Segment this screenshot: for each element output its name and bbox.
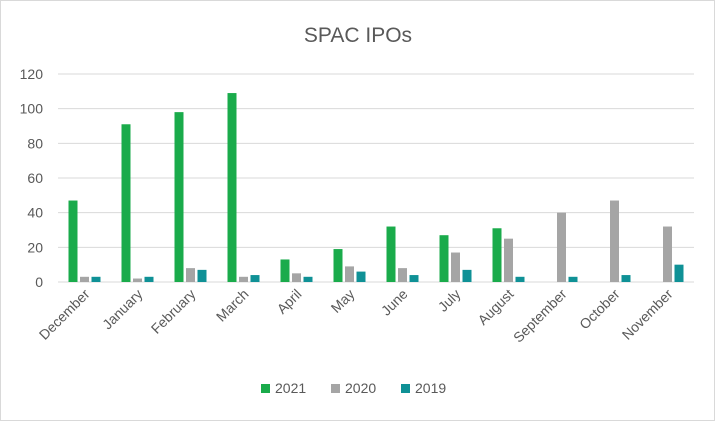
bar-2020-july [451, 252, 460, 282]
bar-2021-june [386, 226, 396, 282]
legend-swatch-2019 [401, 384, 410, 393]
bar-2019-march [250, 275, 260, 282]
bar-2019-june [409, 275, 419, 282]
x-tick-label: April [273, 286, 304, 317]
legend-swatch-2021 [261, 384, 270, 393]
x-axis-ticks: December January February March April May June… [36, 286, 676, 346]
x-tick-label: February [148, 286, 199, 337]
legend-swatch-2020 [331, 384, 340, 393]
bar-2019-september [568, 276, 578, 282]
bar-2020-april [292, 273, 301, 282]
x-tick-label: June [378, 286, 411, 319]
bars [68, 93, 684, 283]
y-axis-ticks: 0 20 40 60 80 100 120 [20, 66, 44, 290]
legend-label-2019: 2019 [415, 380, 446, 396]
bar-2020-september [557, 212, 566, 282]
x-tick-label: August [474, 286, 516, 328]
bar-2021-february [174, 112, 184, 282]
legend: 2021 2020 2019 [261, 380, 446, 396]
legend-label-2021: 2021 [275, 380, 306, 396]
y-tick-label: 0 [35, 274, 43, 290]
y-tick-label: 100 [20, 101, 44, 117]
y-tick-label: 60 [27, 170, 43, 186]
bar-2021-july [439, 235, 449, 282]
x-tick-label: March [213, 286, 252, 325]
bar-2020-may [345, 266, 354, 282]
bar-2020-december [80, 276, 89, 282]
x-tick-label: November [619, 286, 676, 343]
bar-2021-december [68, 200, 78, 282]
bar-2020-november [663, 226, 672, 282]
bar-2019-november [674, 264, 684, 282]
y-tick-label: 120 [20, 66, 44, 82]
legend-label-2020: 2020 [345, 380, 376, 396]
bar-2021-may [333, 249, 343, 282]
x-tick-label: September [510, 286, 570, 346]
bar-2021-april [280, 259, 290, 282]
bar-2019-may [356, 271, 366, 282]
gridlines [58, 73, 694, 283]
bar-2020-august [504, 238, 513, 282]
bar-2019-february [197, 269, 207, 282]
x-tick-label: October [576, 286, 623, 333]
bar-2021-march [227, 93, 237, 282]
bar-2019-july [462, 269, 472, 282]
y-tick-label: 20 [27, 239, 43, 255]
bar-2020-october [610, 200, 619, 282]
y-tick-label: 80 [27, 135, 43, 151]
bar-2019-october [621, 275, 631, 282]
bar-2020-february [186, 268, 195, 282]
x-tick-label: January [99, 286, 146, 333]
x-tick-label: December [36, 286, 93, 343]
x-tick-label: July [435, 286, 464, 315]
bar-2019-april [303, 276, 313, 282]
bar-2020-january [133, 278, 142, 282]
bar-2019-january [144, 276, 154, 282]
bar-2020-march [239, 276, 248, 282]
bar-2021-august [492, 228, 502, 282]
x-tick-label: May [328, 286, 358, 316]
y-tick-label: 40 [27, 205, 43, 221]
bar-2020-june [398, 268, 407, 282]
bar-2019-december [91, 276, 101, 282]
bar-2019-august [515, 276, 525, 282]
bar-2021-january [121, 124, 131, 283]
chart-title: SPAC IPOs [304, 24, 412, 47]
